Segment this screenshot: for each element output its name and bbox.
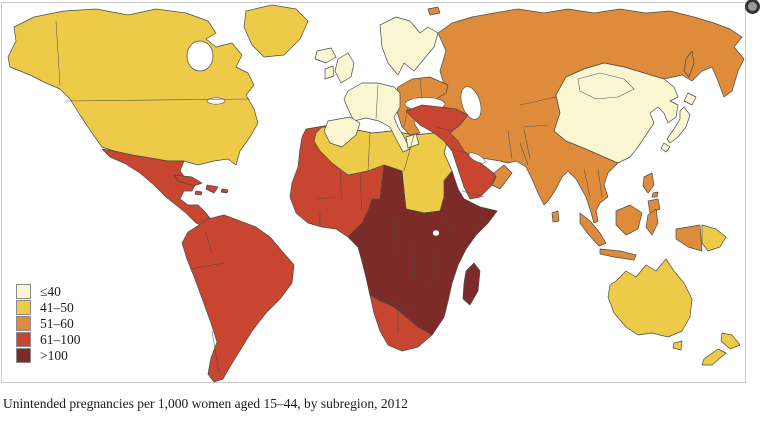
puerto-rico [220,188,229,194]
region-east-asia [553,62,679,164]
region-greenland [243,4,309,58]
legend-swatch [16,284,31,299]
region-australia [607,258,693,338]
sri-lanka [551,210,560,223]
ireland [324,65,335,80]
legend-item: 51–60 [16,316,81,331]
legend-swatch [16,316,31,331]
sumatra [579,212,607,247]
legend-item: 41–50 [16,300,81,315]
great-britain [334,52,355,84]
legend-swatch [16,348,31,363]
visayas [651,191,659,198]
legend-label: 41–50 [40,300,74,315]
world-map [7,4,745,382]
great-lakes [206,97,226,105]
legend-swatch [16,332,31,347]
region-central-eastern-africa [347,164,498,336]
image-resize-handle[interactable] [745,0,760,14]
kyushu [660,142,671,153]
iberia [323,116,361,148]
hudson-bay [186,40,214,72]
scandinavia [379,16,439,76]
legend-item: ≤40 [16,284,81,299]
tasmania [672,340,683,351]
caspian-sea [460,86,482,120]
figure-caption: Unintended pregnancies per 1,000 women a… [3,396,408,411]
legend-label: 51–60 [40,316,74,331]
java [599,248,637,261]
nz-north-island [720,332,741,350]
legend-item: >100 [16,348,81,363]
nz-south-island [701,348,727,366]
region-iceland [314,47,337,64]
region-madagascar [462,262,481,306]
legend-label: ≤40 [40,284,61,299]
mindanao [647,198,661,214]
jamaica [194,190,203,196]
region-western-europe [323,16,439,153]
hispaniola [205,184,219,194]
region-north-america [7,8,259,166]
map-image[interactable]: ≤40 41–50 51–60 61–100 >100 [1,2,746,383]
region-caribbean [173,174,229,196]
region-papua-new-guinea [701,224,727,252]
region-southeast-asia-islands [579,172,703,261]
svalbard [427,6,441,16]
region-japan [660,92,697,153]
legend-label: >100 [40,348,68,363]
hokkaido [683,92,697,106]
honshu [666,106,691,144]
region-oman [491,164,513,190]
legend-item: 61–100 [16,332,81,347]
persian-gulf [468,152,486,164]
sulawesi [645,208,659,236]
legend-swatch [16,300,31,315]
map-legend: ≤40 41–50 51–60 61–100 >100 [16,284,81,364]
country-borders [55,20,635,374]
region-south-america [181,214,295,382]
west-new-guinea [675,224,703,252]
borneo [615,204,643,236]
region-new-zealand [701,332,741,366]
lake-victoria [432,229,440,237]
legend-label: 61–100 [40,332,81,347]
region-middle-east [405,104,497,200]
cuba [173,174,203,187]
region-mexico-central-america [101,148,213,228]
luzon [642,172,655,194]
sakhalin [683,50,695,78]
